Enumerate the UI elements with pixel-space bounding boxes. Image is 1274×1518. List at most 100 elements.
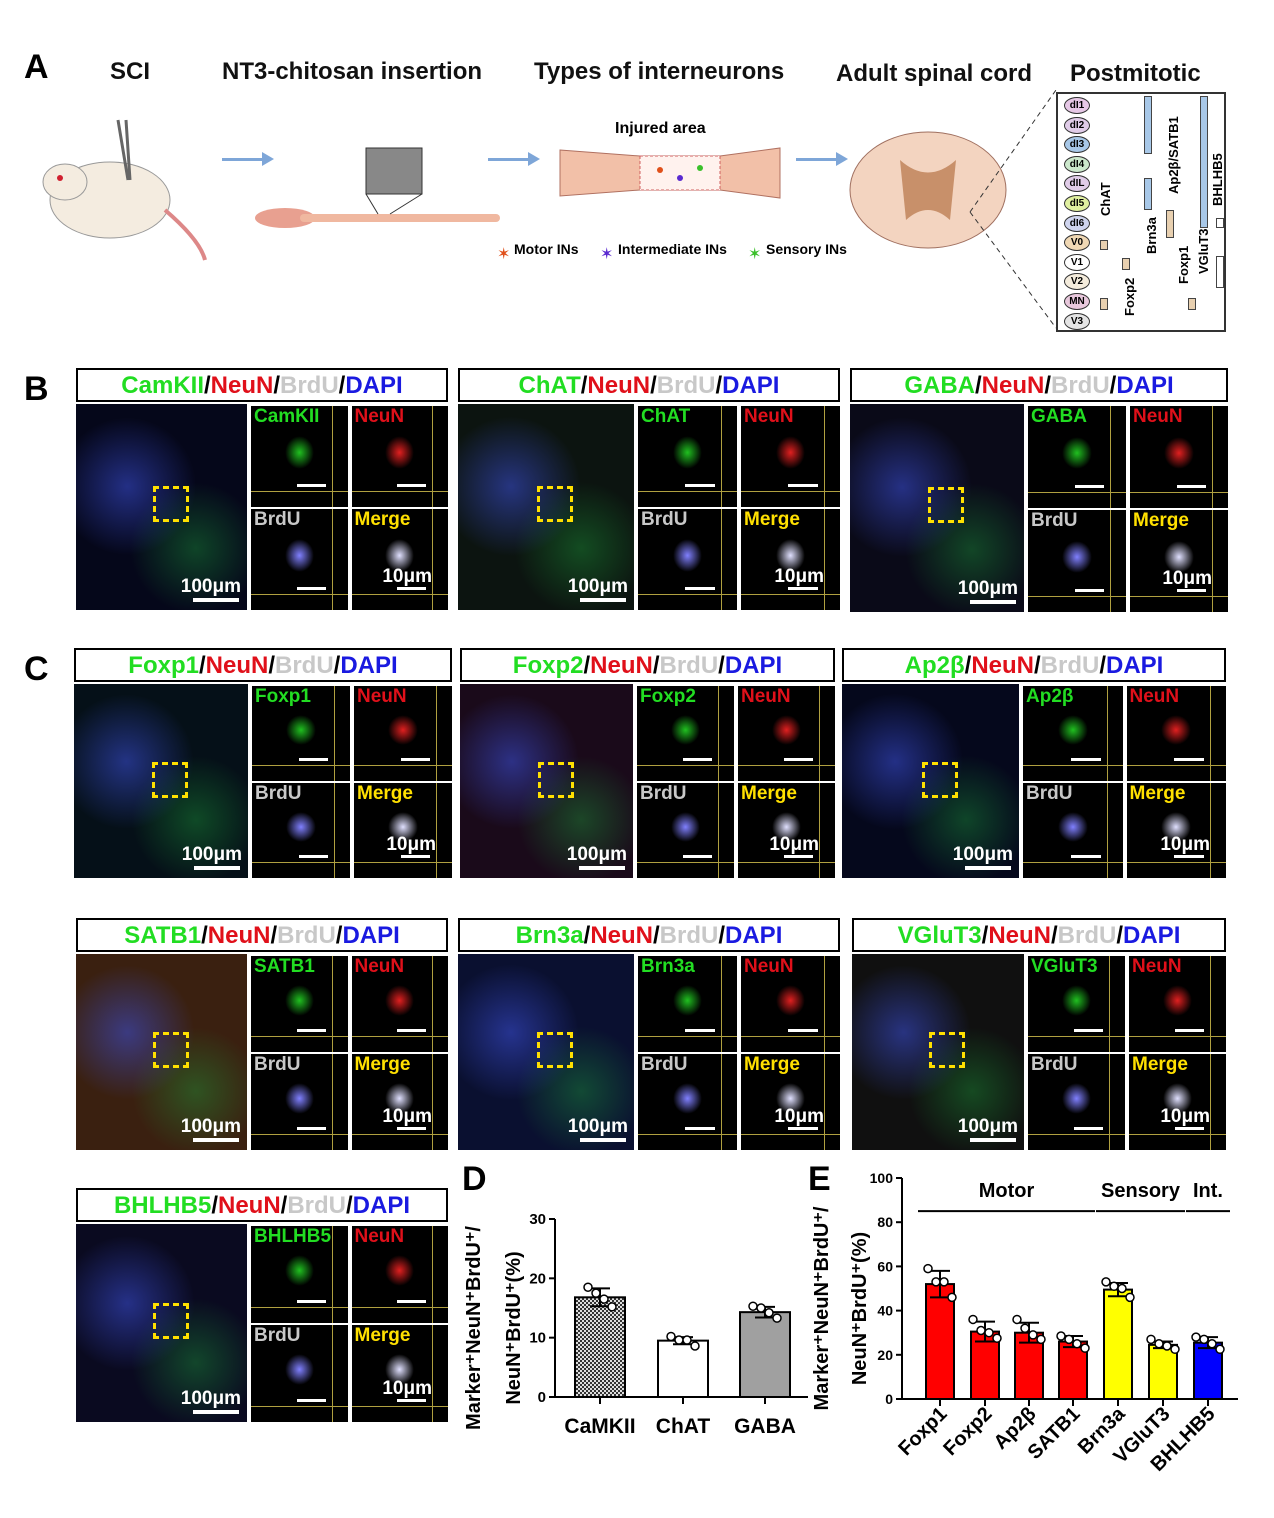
orthogonal-line [432, 1054, 433, 1150]
title-dapi: DAPI [342, 922, 400, 949]
inset-label: ChAT [641, 406, 691, 427]
overview-image: 100μm [842, 684, 1019, 878]
title-sep: / [718, 652, 725, 679]
scale-label-large: 100μm [952, 844, 1013, 865]
inset-label: BrdU [254, 1054, 301, 1075]
title-marker: ChAT [518, 372, 581, 399]
inset-marker: CamKII [251, 406, 348, 507]
scale-bar [1070, 758, 1101, 761]
scale-bar [682, 855, 712, 858]
cell-signal [385, 984, 415, 1016]
data-point [968, 1314, 978, 1325]
overview-image: 100μm [460, 684, 633, 878]
progenitor-v2: V2 [1064, 273, 1090, 291]
data-point [1064, 1334, 1074, 1345]
roi-box [152, 1303, 189, 1340]
orthogonal-line [351, 1307, 448, 1308]
scale-bar [296, 1300, 326, 1303]
data-point [607, 1302, 617, 1312]
roi-box [152, 1032, 189, 1069]
cell-signal [284, 436, 314, 469]
title-sep: / [338, 372, 346, 399]
data-point [1012, 1314, 1022, 1325]
scale-bar [965, 866, 1011, 870]
orthogonal-line [1129, 1134, 1226, 1135]
spinal-cord-cross-section [849, 131, 1007, 249]
title-brdu: BrdU [1057, 922, 1117, 949]
scale-label-small: 10μm [386, 834, 436, 855]
orthogonal-line [1212, 510, 1213, 612]
cell-signal [775, 984, 806, 1016]
inset-neun: NeuN [351, 956, 448, 1052]
scale-bar [296, 587, 326, 590]
orthogonal-line [331, 1226, 333, 1323]
if-panel-title: ChAT/NeuN/BrdU/DAPI [458, 368, 840, 402]
scale-bar [1073, 1029, 1103, 1032]
data-point [591, 1288, 601, 1298]
title-brdu: BrdU [287, 1192, 346, 1219]
title-neun: NeuN [590, 652, 653, 679]
data-point [923, 1263, 933, 1274]
orthogonal-line [824, 509, 825, 610]
inset-label: Ap2β [1026, 686, 1074, 707]
scale-bar [970, 600, 1016, 604]
cell-signal [1161, 811, 1192, 842]
inset-merge: Merge 10μm [351, 1054, 448, 1150]
data-point [1207, 1339, 1217, 1349]
scale-bar [400, 758, 430, 761]
scale-bar [788, 1029, 818, 1032]
orthogonal-line [432, 406, 433, 507]
orthogonal-line [738, 765, 835, 766]
title-neun: NeuN [205, 652, 269, 679]
inset-marker: BHLHB5 [251, 1226, 348, 1323]
progenitor-di5: dI5 [1064, 195, 1090, 212]
expression-bar [1188, 298, 1196, 310]
overview-image: 100μm [74, 684, 248, 878]
title-dapi: DAPI [724, 652, 783, 679]
y-tick-label: 30 [529, 1211, 546, 1228]
title-marker: BHLHB5 [113, 1192, 212, 1219]
inset-label: CamKII [254, 406, 320, 427]
orthogonal-line [741, 1134, 840, 1135]
cell-signal [775, 539, 806, 572]
x-tick-label: Foxp1 [894, 1403, 951, 1460]
scale-bar [682, 758, 712, 761]
inset-neun: NeuN [351, 406, 448, 507]
inset-label: BrdU [640, 783, 687, 804]
cell-signal [385, 436, 415, 469]
inset-brdu: BrdU [251, 1325, 348, 1422]
inset-label: Merge [744, 1054, 800, 1075]
orthogonal-line [432, 1226, 433, 1323]
overview-image: 100μm [458, 954, 634, 1150]
orthogonal-line [638, 1134, 737, 1135]
title-neun: NeuN [590, 922, 653, 949]
y-tick-label: 40 [877, 1303, 893, 1319]
orthogonal-line [1028, 492, 1126, 493]
cell-signal [1161, 714, 1192, 745]
title-sep: / [1099, 652, 1106, 679]
inset-label: NeuN [354, 406, 405, 427]
title-sep: / [653, 922, 660, 949]
panel-label-e: E [808, 1160, 831, 1198]
title-brdu: BrdU [280, 372, 339, 399]
scale-bar [579, 866, 625, 870]
cell-signal [775, 436, 806, 469]
injured-area-illustration [559, 147, 781, 199]
title-marker: Ap2β [904, 652, 965, 679]
title-brdu: BrdU [1051, 372, 1110, 399]
title-marker: VGluT3 [897, 922, 982, 949]
inset-neun: NeuN [354, 686, 452, 781]
cell-signal [672, 984, 703, 1016]
bar-foxp1 [925, 1283, 955, 1400]
bar-camkii [574, 1296, 626, 1398]
cell-signal [672, 436, 703, 469]
title-sep: / [201, 922, 208, 949]
title-sep: / [718, 922, 726, 949]
cell-signal [670, 811, 701, 842]
motor-neuron-icon: ✶ [497, 246, 511, 263]
sensory-neuron-icon: ✶ [748, 246, 762, 263]
scale-label-large: 100μm [567, 1116, 628, 1137]
inset-label: NeuN [1132, 956, 1182, 977]
scale-label-large: 100μm [567, 576, 628, 597]
scale-label-large: 100μm [180, 576, 241, 597]
